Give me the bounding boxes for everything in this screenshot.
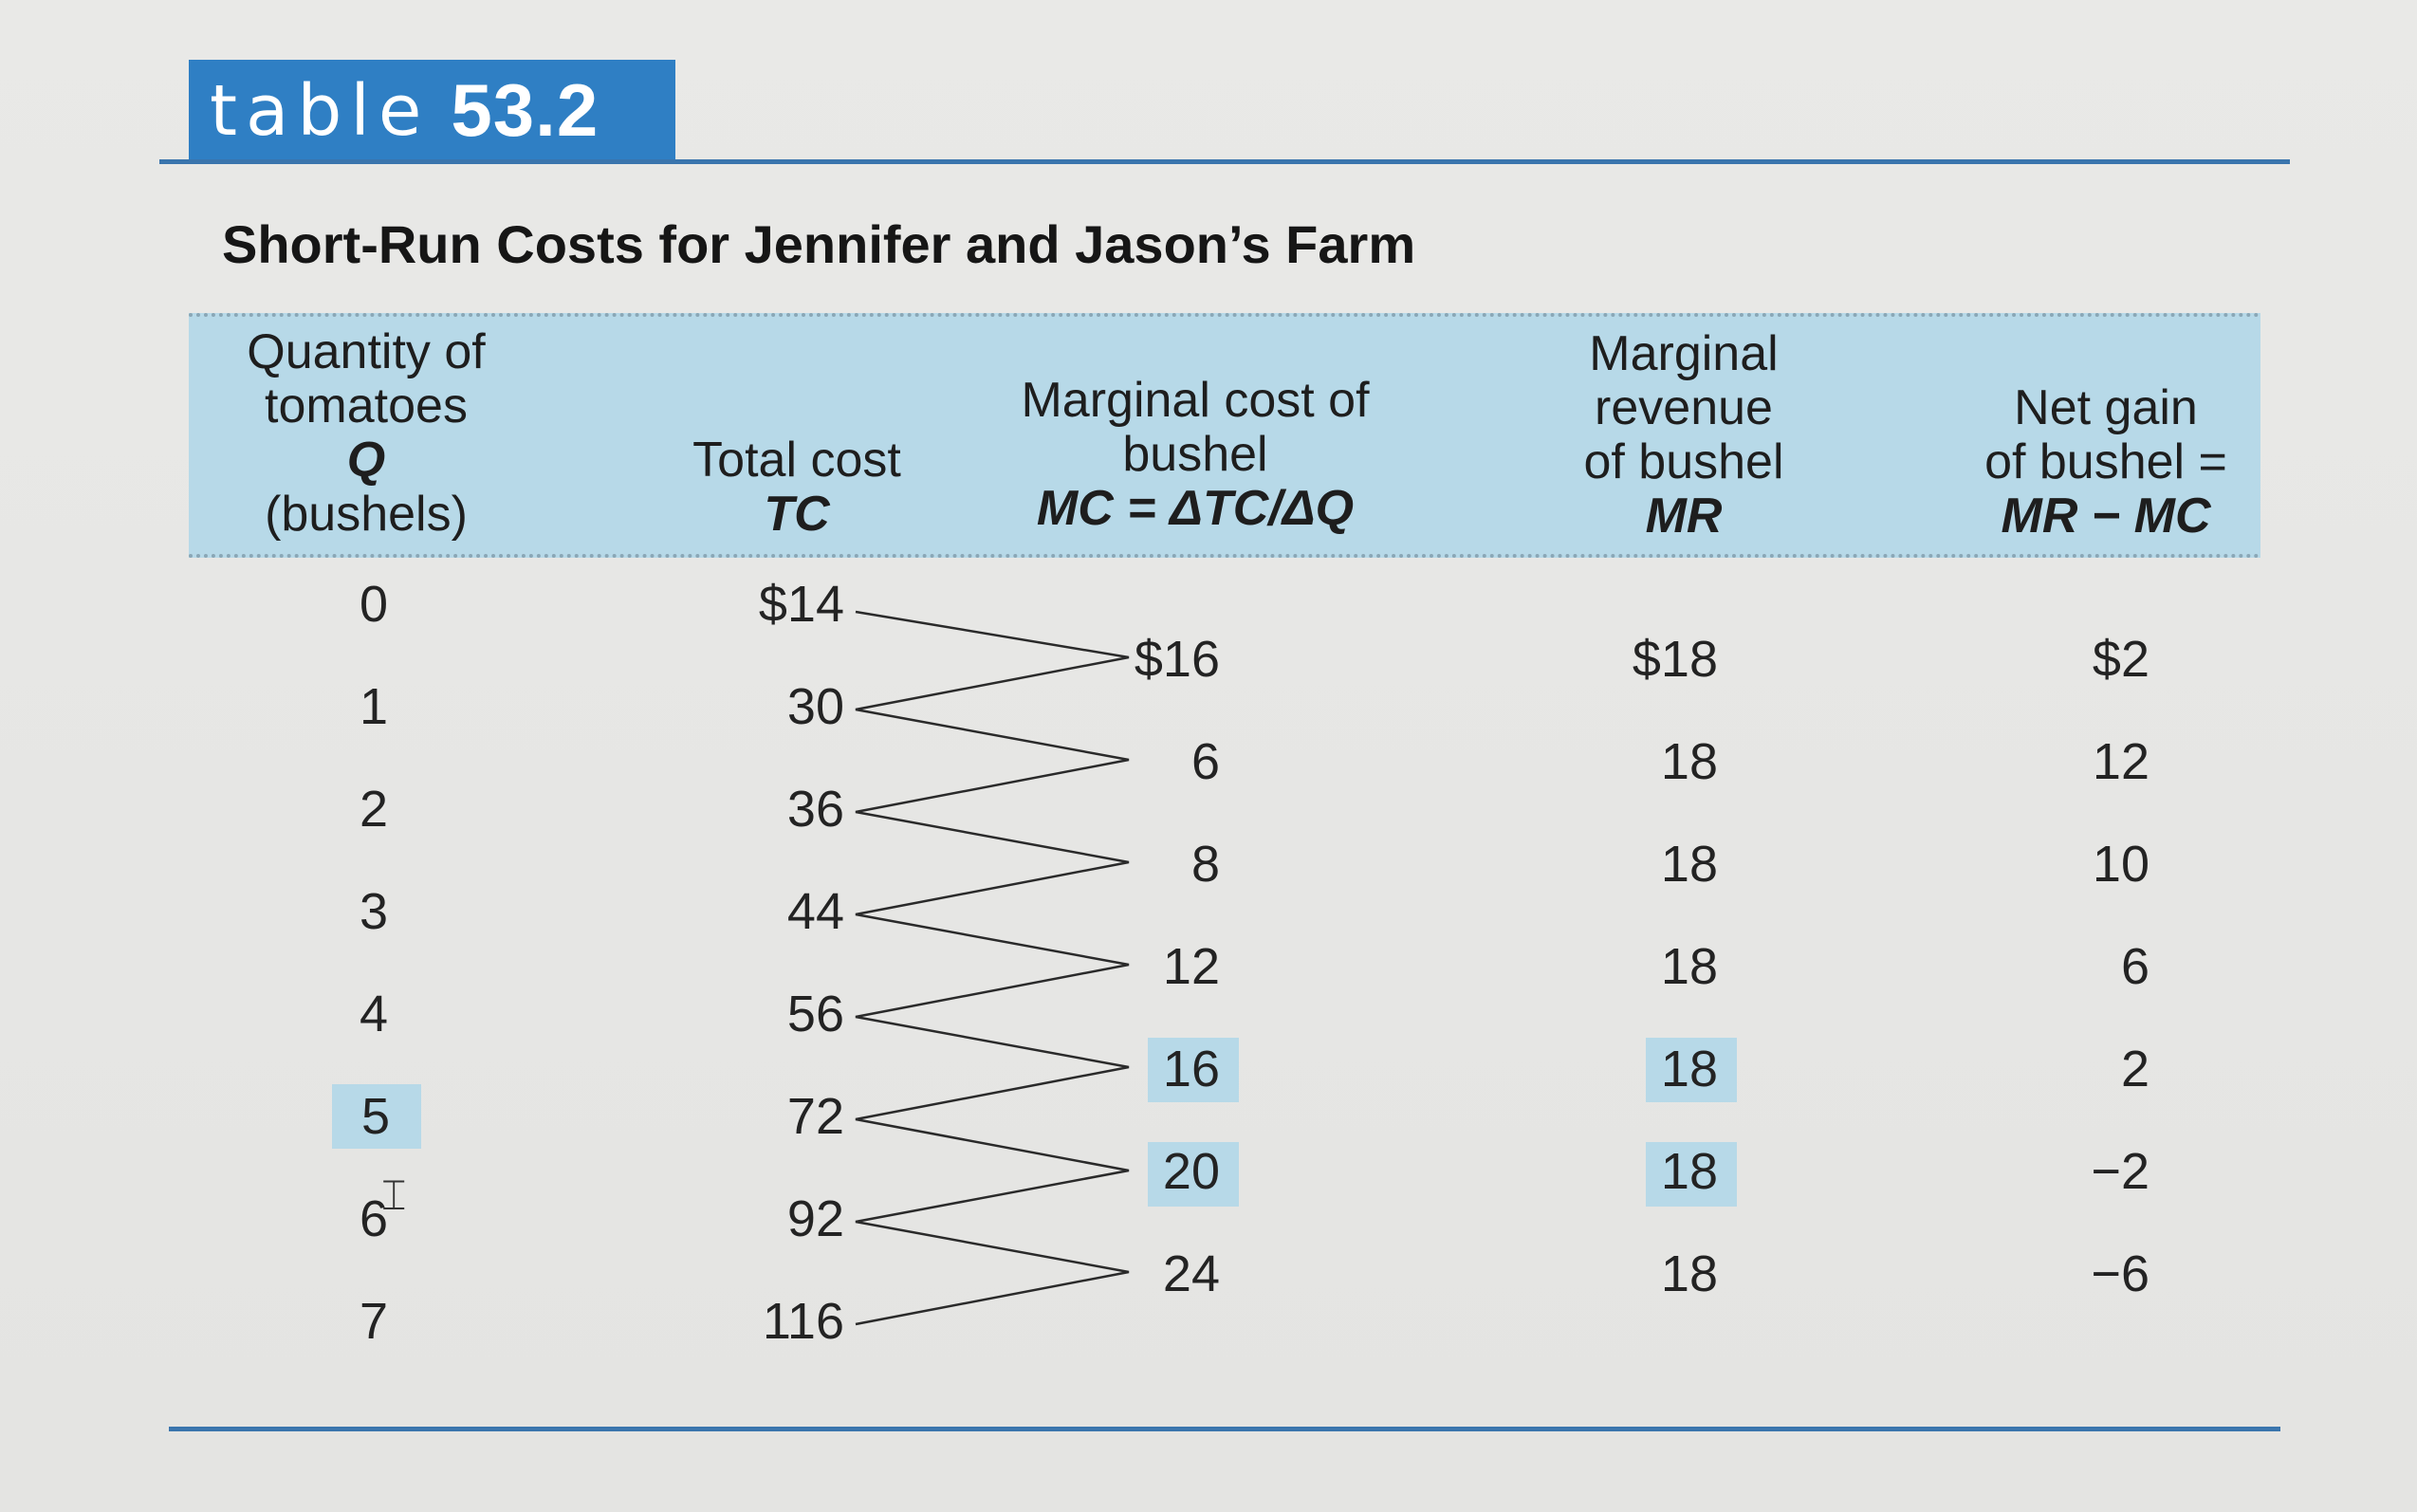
net-gain-cell: 2: [2120, 1041, 2149, 1097]
marginal-cost-cell: 8: [1190, 836, 1220, 893]
quantity-cell: 5: [360, 1088, 391, 1145]
quantity-cell: 7: [359, 1293, 389, 1350]
net-gain-cell: −6: [2091, 1245, 2149, 1302]
marginal-revenue-cell: $18: [1632, 631, 1718, 688]
table-title: Short-Run Costs for Jennifer and Jason’s…: [222, 214, 1416, 274]
header-total-cost-symbol: TC: [764, 487, 830, 542]
total-cost-cell: 44: [786, 883, 844, 940]
net-gain-cell: 6: [2120, 938, 2149, 995]
net-gain-cell: 12: [2092, 733, 2149, 790]
quantity-cell: 0: [359, 576, 389, 633]
marginal-revenue-cell: 18: [1660, 1245, 1718, 1302]
header-net-gain: Net gain of bushel = MR − MC: [1964, 381, 2248, 544]
tag-word: table: [210, 69, 431, 152]
header-quantity-unit: (bushels): [265, 487, 468, 542]
marginal-cost-cell: $16: [1134, 631, 1220, 688]
header-quantity-symbol: Q: [346, 433, 386, 488]
table-header: [189, 313, 2260, 558]
marginal-revenue-cell: 18: [1660, 1041, 1718, 1097]
total-cost-cell: 56: [786, 986, 844, 1042]
top-rule: [159, 159, 2290, 164]
total-cost-cell: 92: [786, 1190, 844, 1247]
header-marginal-revenue-line1: Marginal: [1589, 326, 1779, 381]
marginal-revenue-cell: 18: [1660, 938, 1718, 995]
header-marginal-cost-line1: Marginal cost of: [1021, 373, 1370, 428]
tag-number: 53.2: [451, 68, 600, 152]
header-marginal-revenue-line2: revenue: [1595, 380, 1773, 435]
zigzag-line: [855, 610, 1130, 1326]
quantity-cell: 2: [359, 781, 389, 838]
net-gain-cell: −2: [2091, 1143, 2149, 1200]
marginal-revenue-cell: 18: [1660, 836, 1718, 893]
marginal-revenue-cell: 18: [1660, 1143, 1718, 1200]
marginal-revenue-cell: 18: [1660, 733, 1718, 790]
header-marginal-cost-line2: bushel: [1122, 427, 1268, 482]
highlight-mr-18b: [1646, 1142, 1737, 1207]
total-cost-cell: $14: [758, 576, 844, 633]
text-cursor-icon: ⌶: [381, 1172, 407, 1219]
marginal-cost-cell: 20: [1162, 1143, 1220, 1200]
total-cost-cell: 72: [786, 1088, 844, 1145]
bottom-rule: [169, 1427, 2280, 1431]
marginal-cost-cell: 6: [1190, 733, 1220, 790]
highlight-mc-16: [1148, 1038, 1239, 1102]
table-number-tag: table 53.2: [189, 60, 675, 161]
quantity-cell: 4: [359, 986, 389, 1042]
header-quantity-line2: tomatoes: [265, 378, 468, 433]
header-marginal-revenue-line3: of bushel: [1583, 434, 1784, 489]
header-marginal-revenue: Marginal revenue of bushel MR: [1551, 327, 1817, 544]
header-marginal-cost-formula: MC = ΔTC/ΔQ: [1036, 481, 1355, 536]
header-quantity-line1: Quantity of: [247, 324, 486, 379]
header-marginal-revenue-symbol: MR: [1645, 489, 1723, 544]
net-gain-cell: 10: [2092, 836, 2149, 893]
header-total-cost: Total cost TC: [669, 433, 925, 542]
total-cost-cell: 36: [786, 781, 844, 838]
highlight-mc-20: [1148, 1142, 1239, 1207]
header-marginal-cost: Marginal cost of bushel MC = ΔTC/ΔQ: [987, 374, 1404, 536]
total-cost-cell: 30: [786, 678, 844, 735]
highlight-mr-18a: [1646, 1038, 1737, 1102]
marginal-cost-cell: 16: [1162, 1041, 1220, 1097]
quantity-cell: 3: [359, 883, 389, 940]
header-total-cost-line1: Total cost: [692, 433, 901, 488]
marginal-cost-cell: 24: [1162, 1245, 1220, 1302]
marginal-cost-cell: 12: [1162, 938, 1220, 995]
header-quantity: Quantity of tomatoes Q (bushels): [224, 325, 508, 542]
highlight-quantity-5: [332, 1084, 421, 1149]
quantity-cell: 6: [359, 1190, 389, 1247]
header-net-gain-line2: of bushel =: [1984, 434, 2227, 489]
net-gain-cell: $2: [2092, 631, 2149, 688]
total-cost-cell: 116: [762, 1293, 844, 1350]
quantity-cell: 1: [359, 678, 389, 735]
header-net-gain-line1: Net gain: [2014, 380, 2198, 435]
header-net-gain-formula: MR − MC: [2001, 489, 2211, 544]
